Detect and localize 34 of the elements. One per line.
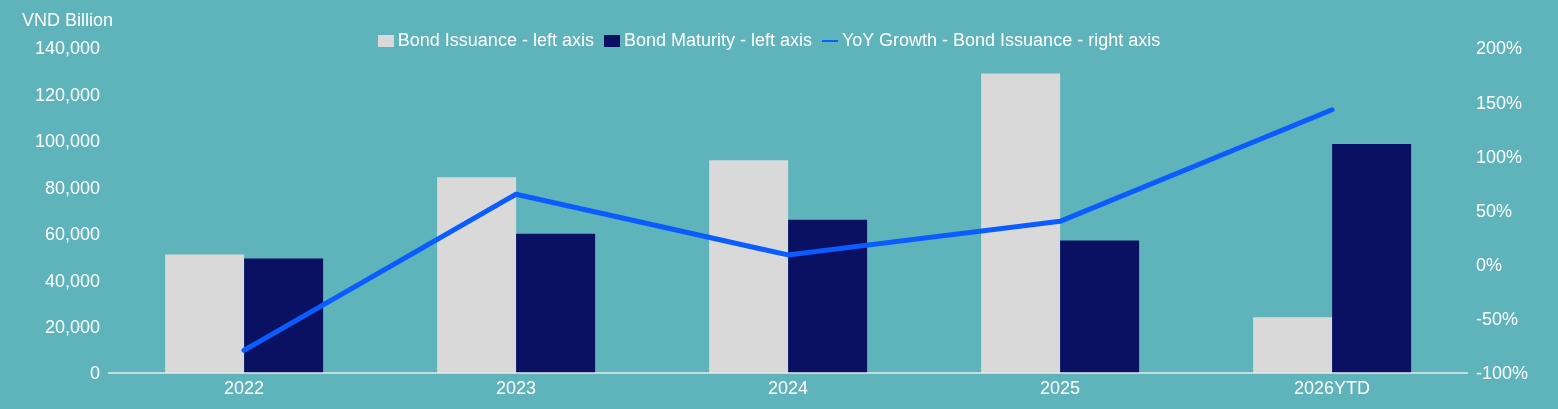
- bar: [981, 73, 1061, 373]
- x-tick-label: 2024: [767, 377, 809, 398]
- bar: [437, 177, 517, 373]
- bar: [1332, 144, 1412, 373]
- y2-tick-label: 0%: [1476, 255, 1503, 276]
- x-tick-label: 2026YTD: [1293, 377, 1371, 398]
- x-tick-label: 2025: [1039, 377, 1081, 398]
- y-tick-label: 120,000: [34, 84, 100, 105]
- bar: [1060, 240, 1140, 373]
- legend-label: YoY Growth - Bond Issuance - right axis: [842, 30, 1161, 50]
- y2-tick-label: 100%: [1476, 146, 1523, 167]
- y-tick-label: 40,000: [44, 270, 100, 291]
- bar: [165, 254, 245, 373]
- y-tick-label: 100,000: [34, 131, 100, 152]
- y-tick-label: 20,000: [44, 316, 100, 337]
- y-tick-label: 140,000: [34, 38, 100, 59]
- y-axis-title: VND Billion: [22, 10, 114, 31]
- legend-label: Bond Issuance - left axis: [397, 30, 594, 50]
- bar: [1253, 317, 1333, 373]
- y2-tick-label: -50%: [1476, 309, 1519, 330]
- bar: [244, 258, 324, 373]
- y2-tick-label: 150%: [1476, 92, 1523, 113]
- bar: [788, 219, 868, 373]
- bar: [709, 160, 789, 373]
- y-tick-label: 80,000: [44, 177, 100, 198]
- bar: [516, 233, 596, 373]
- legend-label: Bond Maturity - left axis: [623, 30, 812, 50]
- y2-tick-label: 50%: [1476, 200, 1513, 221]
- x-tick-label: 2023: [495, 377, 537, 398]
- y2-tick-label: -100%: [1476, 363, 1529, 384]
- x-tick-label: 2022: [223, 377, 265, 398]
- y-tick-label: 60,000: [44, 224, 100, 245]
- y2-tick-label: 200%: [1476, 38, 1523, 59]
- y-tick-label: 0: [89, 363, 100, 384]
